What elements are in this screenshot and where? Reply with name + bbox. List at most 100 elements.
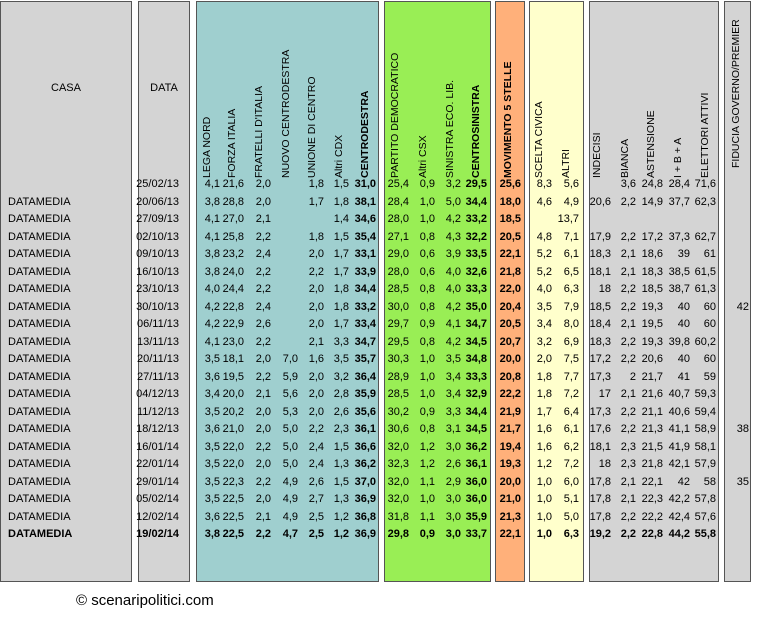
value-cell: 21,6 xyxy=(222,178,244,190)
value-cell: 3,1 xyxy=(445,423,461,435)
value-cell: 22,5 xyxy=(222,493,244,505)
value-cell: 23,2 xyxy=(222,248,244,260)
value-cell: 34,5 xyxy=(465,423,487,435)
value-cell: 2,5 xyxy=(308,528,324,540)
value-cell: 33,5 xyxy=(465,248,487,260)
value-cell: 2,3 xyxy=(620,440,636,453)
table-row: DATAMEDIA 09/10/13 3,8 23,2 2,4 2,0 1,7 33,1 29,… xyxy=(0,246,769,263)
value-cell: 32,0 xyxy=(387,475,409,488)
value-cell: 23,0 xyxy=(222,335,244,348)
value-cell: 20,0 xyxy=(499,475,521,488)
value-cell: 35,9 xyxy=(354,388,376,400)
value-cell: 4,2 xyxy=(204,318,220,330)
value-cell: 6,1 xyxy=(563,423,579,435)
value-cell: 0,9 xyxy=(419,528,435,540)
value-cell: 3,5 xyxy=(204,493,220,505)
value-cell: 7,9 xyxy=(563,300,579,313)
value-cell: 1,7 xyxy=(333,318,349,330)
value-cell: 36,9 xyxy=(354,528,376,540)
value-cell: 17,9 xyxy=(589,230,611,243)
value-cell: 36,0 xyxy=(465,475,487,488)
value-cell: 18,3 xyxy=(641,265,663,278)
value-cell: 32,2 xyxy=(465,230,487,243)
value-cell xyxy=(719,491,749,508)
casa-cell: DATAMEDIA xyxy=(8,370,71,383)
value-cell: 18,1 xyxy=(589,265,611,278)
value-cell: 42,1 xyxy=(668,458,690,470)
casa-cell: DATAMEDIA xyxy=(8,353,71,365)
value-cell: 4,1 xyxy=(204,213,220,225)
value-cell: 6,5 xyxy=(563,265,579,278)
table-row: DATAMEDIA 23/10/13 4,0 24,4 2,2 2,0 1,8 34,4 28,… xyxy=(0,281,769,298)
value-cell: 28,9 xyxy=(387,370,409,383)
value-cell: 3,4 xyxy=(445,370,461,383)
value-cell: 29,5 xyxy=(387,335,409,348)
column-header: CENTRODESTRA xyxy=(359,90,371,178)
value-cell: 18,1 xyxy=(589,440,611,453)
column-header: SINISTRA ECO. LIB. xyxy=(444,79,456,178)
value-cell: 1,6 xyxy=(308,353,324,365)
value-cell: 34,4 xyxy=(465,195,487,208)
value-cell: 22,3 xyxy=(222,475,244,488)
value-cell: 71,6 xyxy=(694,178,716,190)
value-cell: 37,3 xyxy=(668,230,690,243)
table-row: 25/02/13 4,1 21,6 2,0 1,8 1,5 31,0 25,4 0,9 3,2 29… xyxy=(0,176,769,193)
value-cell xyxy=(719,439,749,456)
date-cell: 25/02/13 xyxy=(136,178,179,190)
casa-cell: DATAMEDIA xyxy=(8,195,71,208)
column-header: NUOVO CENTRODESTRA xyxy=(280,49,292,178)
casa-cell: DATAMEDIA xyxy=(8,265,71,278)
value-cell: 39,8 xyxy=(668,335,690,348)
value-cell: 35,6 xyxy=(354,405,376,418)
value-cell: 62,3 xyxy=(694,195,716,208)
table-row: DATAMEDIA 16/10/13 3,8 24,0 2,2 2,2 1,7 33,9 28,… xyxy=(0,264,769,281)
casa-cell: DATAMEDIA xyxy=(8,405,71,418)
value-cell: 42 xyxy=(736,300,749,313)
value-cell: 2,2 xyxy=(255,440,271,453)
value-cell: 36,2 xyxy=(465,440,487,453)
value-cell: 6,4 xyxy=(563,405,579,418)
value-cell: 28,0 xyxy=(387,265,409,278)
table-row: DATAMEDIA 30/10/13 4,2 22,8 2,4 2,0 1,8 33,2 30,… xyxy=(0,299,769,316)
value-cell: 20,6 xyxy=(589,195,611,208)
indecisi-band xyxy=(589,1,719,582)
value-cell: 18,4 xyxy=(589,318,611,330)
column-header: SCELTA CIVICA xyxy=(533,101,545,178)
value-cell: 57,9 xyxy=(694,458,716,470)
value-cell: 22,1 xyxy=(499,248,521,260)
column-header: ASTENSIONE xyxy=(645,110,657,178)
date-cell: 19/02/14 xyxy=(136,528,179,540)
value-cell: 17,6 xyxy=(589,423,611,435)
centrosinistra-band xyxy=(384,1,491,582)
value-cell: 2,0 xyxy=(255,423,271,435)
value-cell: 2,0 xyxy=(308,388,324,400)
value-cell: 4,1 xyxy=(204,230,220,243)
value-cell: 2,1 xyxy=(255,213,271,225)
value-cell: 25,8 xyxy=(222,230,244,243)
value-cell: 2,1 xyxy=(255,510,271,523)
value-cell: 4,9 xyxy=(282,475,298,488)
value-cell: 30,2 xyxy=(387,405,409,418)
value-cell: 32,0 xyxy=(387,440,409,453)
value-cell: 2,2 xyxy=(308,423,324,435)
value-cell: 59,3 xyxy=(694,388,716,400)
value-cell: 2,2 xyxy=(255,265,271,278)
value-cell: 3,8 xyxy=(204,265,220,278)
table-row: DATAMEDIA 29/01/14 3,5 22,3 2,2 4,9 2,6 1,5 37,0… xyxy=(0,474,769,491)
value-cell: 32,0 xyxy=(387,493,409,505)
value-cell: 2,0 xyxy=(255,458,271,470)
value-cell: 21,5 xyxy=(641,440,663,453)
value-cell xyxy=(719,176,749,193)
value-cell xyxy=(522,211,552,228)
value-cell: 1,8 xyxy=(308,230,324,243)
value-cell: 14,9 xyxy=(641,195,663,208)
value-cell: 21,8 xyxy=(499,265,521,278)
value-cell: 34,7 xyxy=(354,335,376,348)
fiducia-band xyxy=(724,1,751,582)
table-row: DATAMEDIA 27/09/13 4,1 27,0 2,1 1,4 34,6 28,0 1,… xyxy=(0,211,769,228)
value-cell: 3,4 xyxy=(445,388,461,400)
value-cell: 60 xyxy=(703,353,716,365)
table-row: DATAMEDIA 27/11/13 3,6 19,5 2,2 5,9 2,0 3,2 36,4… xyxy=(0,369,769,386)
value-cell: 38,1 xyxy=(354,195,376,208)
value-cell: 36,4 xyxy=(354,370,376,383)
